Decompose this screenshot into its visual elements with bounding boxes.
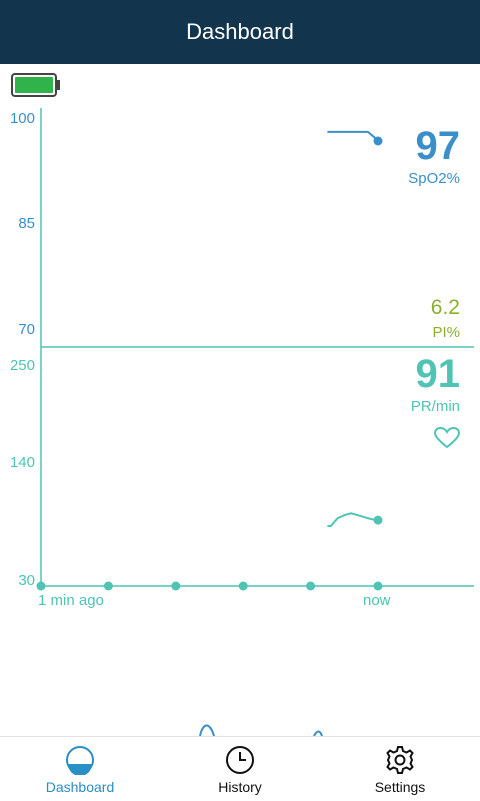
pr-label: PR/min	[410, 398, 460, 415]
tab-settings-label: Settings	[374, 779, 426, 795]
pr-series-line	[327, 512, 379, 527]
bottom-tab-bar: Dashboard History Settings	[0, 736, 480, 801]
pr-tick-30: 30	[18, 572, 35, 589]
pi-readout: 6.2 PI%	[431, 296, 460, 341]
spo2-current-point	[373, 136, 383, 146]
battery-icon	[11, 73, 60, 97]
time-axis-end-label: now	[363, 592, 391, 609]
dashboard-gauge-icon	[66, 746, 94, 775]
pr-tick-140: 140	[9, 454, 35, 471]
clock-icon	[226, 746, 254, 774]
spo2-tick-70: 70	[18, 321, 35, 338]
time-axis-dot	[238, 581, 248, 591]
waveform-fragment	[199, 724, 323, 737]
gear-icon	[386, 746, 414, 774]
heart-icon	[433, 426, 461, 449]
pi-label: PI%	[432, 324, 460, 341]
spo2-readout: 97 SpO2%	[408, 126, 460, 187]
pr-value: 91	[415, 352, 461, 396]
tab-dashboard-label: Dashboard	[45, 779, 115, 795]
spo2-tick-100: 100	[9, 110, 35, 127]
pr-current-point	[373, 515, 383, 525]
time-axis-dots	[36, 581, 383, 591]
pr-tick-250: 250	[9, 357, 35, 374]
spo2-series-line	[327, 130, 379, 142]
pr-readout: 91 PR/min	[410, 352, 461, 454]
vitals-chart: 100 85 70 250 140 30 97 SpO2% 6.2 PI% 91…	[0, 64, 480, 624]
spo2-tick-85: 85	[18, 215, 35, 232]
spo2-value: 97	[415, 124, 461, 168]
time-axis-dot	[103, 581, 113, 591]
battery-level-fill	[15, 77, 53, 93]
time-axis-dot	[36, 581, 46, 591]
tab-dashboard[interactable]: Dashboard	[0, 737, 160, 801]
page-title: Dashboard	[186, 19, 294, 44]
plot-area	[36, 108, 474, 591]
spo2-label: SpO2%	[408, 170, 460, 187]
pi-value: 6.2	[430, 296, 460, 319]
tab-history[interactable]: History	[160, 737, 320, 801]
time-axis-dot	[306, 581, 316, 591]
time-axis-dot	[373, 581, 383, 591]
time-axis-start-label: 1 min ago	[38, 592, 104, 609]
tab-settings[interactable]: Settings	[320, 737, 480, 801]
time-axis-dot	[171, 581, 181, 591]
tab-history-label: History	[218, 779, 262, 795]
app-header: Dashboard	[0, 0, 480, 64]
